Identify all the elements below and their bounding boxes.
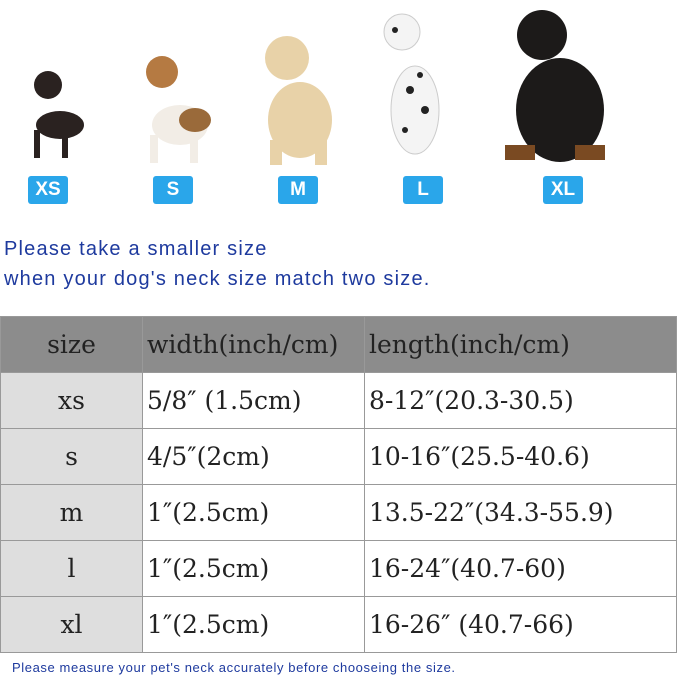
size-badge: L [403,176,443,204]
table-cell: 16-24″(40.7-60) [364,540,677,597]
table-cell: s [0,428,143,485]
table-cell: 1″(2.5cm) [142,484,365,541]
table-cell: length(inch/cm) [364,316,677,373]
dog-pictures [34,10,605,165]
note-line: Please take a smaller size [4,238,268,260]
table-cell: 1″(2.5cm) [142,540,365,597]
table-cell: 8-12″(20.3-30.5) [364,372,677,429]
table-cell: 4/5″(2cm) [142,428,365,485]
size-badge: XL [543,176,583,204]
header-row: size width(inch/cm) length(inch/cm) [0,316,677,373]
table-row: m 1″(2.5cm) 13.5-22″(34.3-55.9) [0,484,677,541]
note-line: when your dog's neck size match two size… [4,268,431,290]
size-badge: M [278,176,318,204]
table-cell: m [0,484,143,541]
table-cell: width(inch/cm) [142,316,365,373]
table-row: xs 5/8″ (1.5cm) 8-12″(20.3-30.5) [0,372,677,429]
table-row: xl 1″(2.5cm) 16-26″ (40.7-66) [0,596,677,653]
size-table: size width(inch/cm) length(inch/cm) xs 5/8″ … [0,316,677,653]
table-row: s 4/5″(2cm) 10-16″(25.5-40.6) [0,428,677,485]
table-cell: 1″(2.5cm) [142,596,365,653]
table-cell: 5/8″ (1.5cm) [142,372,365,429]
dog-m [265,36,332,165]
table-cell: l [0,540,143,597]
table-cell: xl [0,596,143,653]
table-row: l 1″(2.5cm) 16-24″(40.7-60) [0,540,677,597]
dog-s [146,56,211,163]
dog-xl [505,10,605,162]
table-cell: 13.5-22″(34.3-55.9) [364,484,677,541]
size-badge: S [153,176,193,204]
footer-note: Please measure your pet's neck accuratel… [12,660,456,675]
dog-xs [34,71,84,158]
table-cell: size [0,316,143,373]
size-badge: XS [28,176,68,204]
dog-l [383,13,440,155]
table-cell: 16-26″ (40.7-66) [364,596,677,653]
table-cell: xs [0,372,143,429]
table-cell: 10-16″(25.5-40.6) [364,428,677,485]
